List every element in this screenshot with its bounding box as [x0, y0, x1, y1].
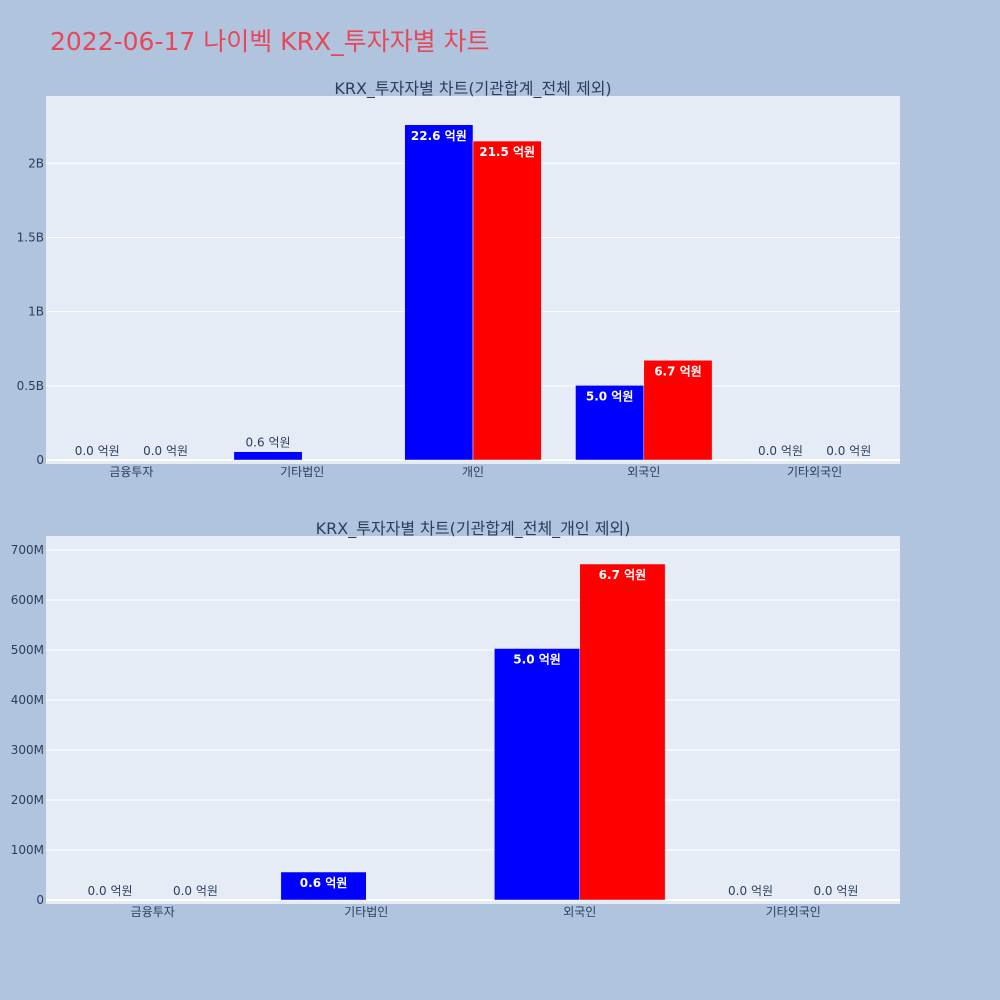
data-label: 5.0 억원 [513, 653, 561, 667]
x-tick-label: 금융투자 [109, 465, 153, 479]
y-tick-label: 400M [11, 693, 44, 707]
chart-title: KRX_투자자별 차트(기관합계_전체 제외) [334, 79, 611, 99]
y-tick-label: 2B [28, 156, 44, 170]
x-tick-label: 기타법인 [280, 465, 324, 479]
x-tick-label: 기타외국인 [766, 905, 821, 919]
x-tick-label: 기타외국인 [787, 465, 842, 479]
data-label: 0.0 억원 [75, 444, 120, 458]
bar [579, 563, 666, 901]
chart-1: KRX_투자자별 차트(기관합계_전체 제외) 0 0.5B 1B 1.5B 2B 금융투자… [17, 79, 900, 479]
chart-title: KRX_투자자별 차트(기관합계_전체_개인 제외) [316, 519, 631, 539]
bar [233, 451, 303, 461]
chart-2: KRX_투자자별 차트(기관합계_전체_개인 제외) 0 100M 200M 300M 4… [11, 519, 900, 919]
y-tick-label: 300M [11, 743, 44, 757]
data-label: 0.6 억원 [300, 876, 348, 890]
page-title: 2022-06-17 나이벡 KRX_투자자별 차트 [50, 27, 490, 56]
bar [494, 648, 581, 901]
x-tick-label: 외국인 [563, 905, 596, 919]
y-tick-label: 1.5B [17, 231, 44, 245]
data-label: 0.6 억원 [246, 436, 291, 450]
data-label: 0.0 억원 [826, 444, 871, 458]
data-label: 6.7 억원 [654, 364, 702, 378]
bar [404, 124, 474, 461]
plot-area [46, 536, 900, 904]
y-tick-label: 1B [28, 305, 44, 319]
data-label: 5.0 억원 [586, 389, 634, 403]
bar [643, 360, 713, 461]
data-label: 0.0 억원 [758, 444, 803, 458]
x-tick-label: 금융투자 [131, 905, 175, 919]
bar [575, 385, 645, 461]
y-tick-label: 700M [11, 543, 44, 557]
x-tick-label: 외국인 [627, 465, 660, 479]
y-tick-label: 0 [36, 893, 44, 907]
data-label: 0.0 억원 [88, 884, 133, 898]
bar [472, 140, 542, 461]
y-tick-label: 200M [11, 793, 44, 807]
y-tick-label: 600M [11, 593, 44, 607]
data-label: 22.6 억원 [411, 129, 467, 143]
data-label: 6.7 억원 [599, 568, 647, 582]
bar [280, 871, 367, 901]
y-tick-label: 500M [11, 643, 44, 657]
data-label: 21.5 억원 [479, 145, 535, 159]
x-tick-label: 개인 [462, 465, 484, 479]
data-label: 0.0 억원 [728, 884, 773, 898]
data-label: 0.0 억원 [813, 884, 858, 898]
data-label: 0.0 억원 [143, 444, 188, 458]
data-label: 0.0 억원 [173, 884, 218, 898]
y-tick-label: 100M [11, 843, 44, 857]
y-tick-label: 0 [36, 453, 44, 467]
y-tick-label: 0.5B [17, 379, 44, 393]
x-tick-label: 기타법인 [344, 905, 388, 919]
